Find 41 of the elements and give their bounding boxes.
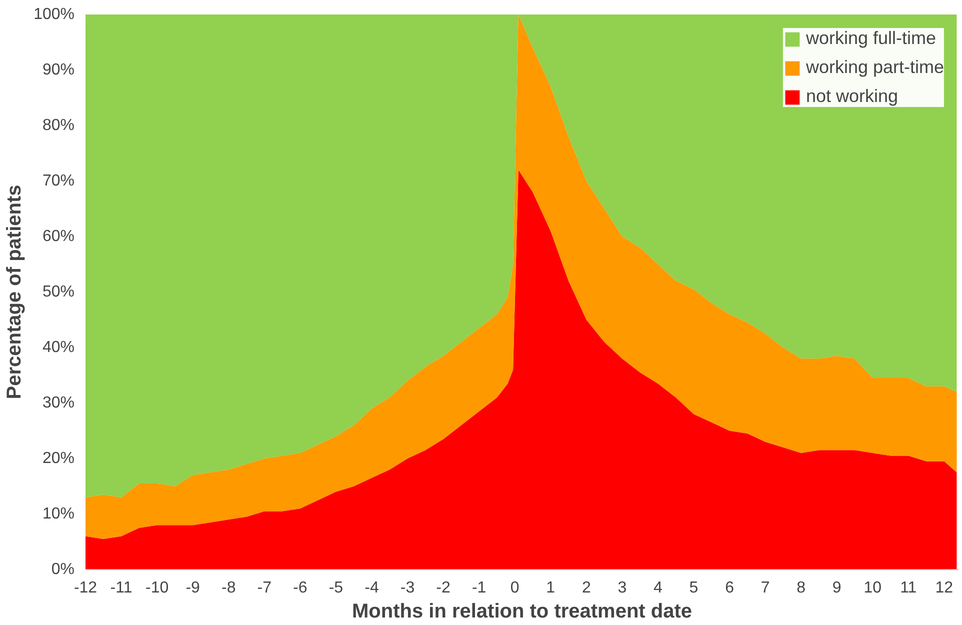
x-tick-label: 10 — [864, 580, 882, 596]
legend-label: working part-time — [806, 57, 944, 78]
x-tick-label: -4 — [364, 580, 379, 596]
x-tick-label: -7 — [257, 580, 272, 596]
x-tick-label: 3 — [618, 580, 627, 596]
y-tick-label: 60% — [42, 228, 75, 245]
x-tick-label: 11 — [900, 580, 917, 596]
x-tick-label: -3 — [400, 580, 415, 596]
x-tick-label: -10 — [145, 580, 169, 596]
y-tick-label: 10% — [42, 506, 75, 522]
y-tick-label: 0% — [51, 561, 74, 578]
x-tick-label: -11 — [110, 580, 132, 596]
y-axis-title: Percentage of patients — [4, 184, 26, 400]
x-tick-label: -1 — [472, 580, 486, 596]
x-tick-label: 7 — [760, 580, 770, 596]
x-tick-label: -12 — [74, 580, 98, 596]
x-tick-label: 5 — [689, 580, 698, 596]
x-tick-label: 2 — [582, 580, 591, 596]
x-tick-label: 9 — [832, 580, 842, 596]
y-tick-label: 80% — [42, 117, 75, 134]
x-tick-label: 12 — [935, 580, 954, 596]
y-tick-label: 40% — [42, 339, 75, 356]
legend-label: not working — [806, 86, 898, 107]
y-tick-label: 90% — [42, 62, 75, 78]
x-tick-label: 6 — [725, 580, 734, 596]
x-tick-label: -6 — [293, 580, 308, 596]
y-tick-label: 50% — [42, 284, 75, 300]
x-tick-label: 8 — [796, 580, 806, 596]
x-axis-title: Months in relation to treatment date — [352, 600, 692, 622]
x-tick-label: 4 — [654, 580, 663, 596]
x-tick-label: 0 — [510, 580, 520, 596]
x-tick-label: -8 — [222, 580, 236, 596]
y-tick-label: 70% — [42, 172, 75, 190]
y-tick-label: 30% — [42, 394, 75, 412]
x-tick-label: 1 — [546, 580, 556, 596]
x-tick-label: -5 — [328, 580, 344, 596]
y-tick-label: 100% — [34, 6, 74, 23]
x-tick-label: -2 — [436, 580, 450, 596]
y-tick-label: 20% — [42, 450, 75, 467]
x-tick-label: -9 — [186, 580, 200, 596]
series-label: working full-time — [806, 28, 936, 49]
